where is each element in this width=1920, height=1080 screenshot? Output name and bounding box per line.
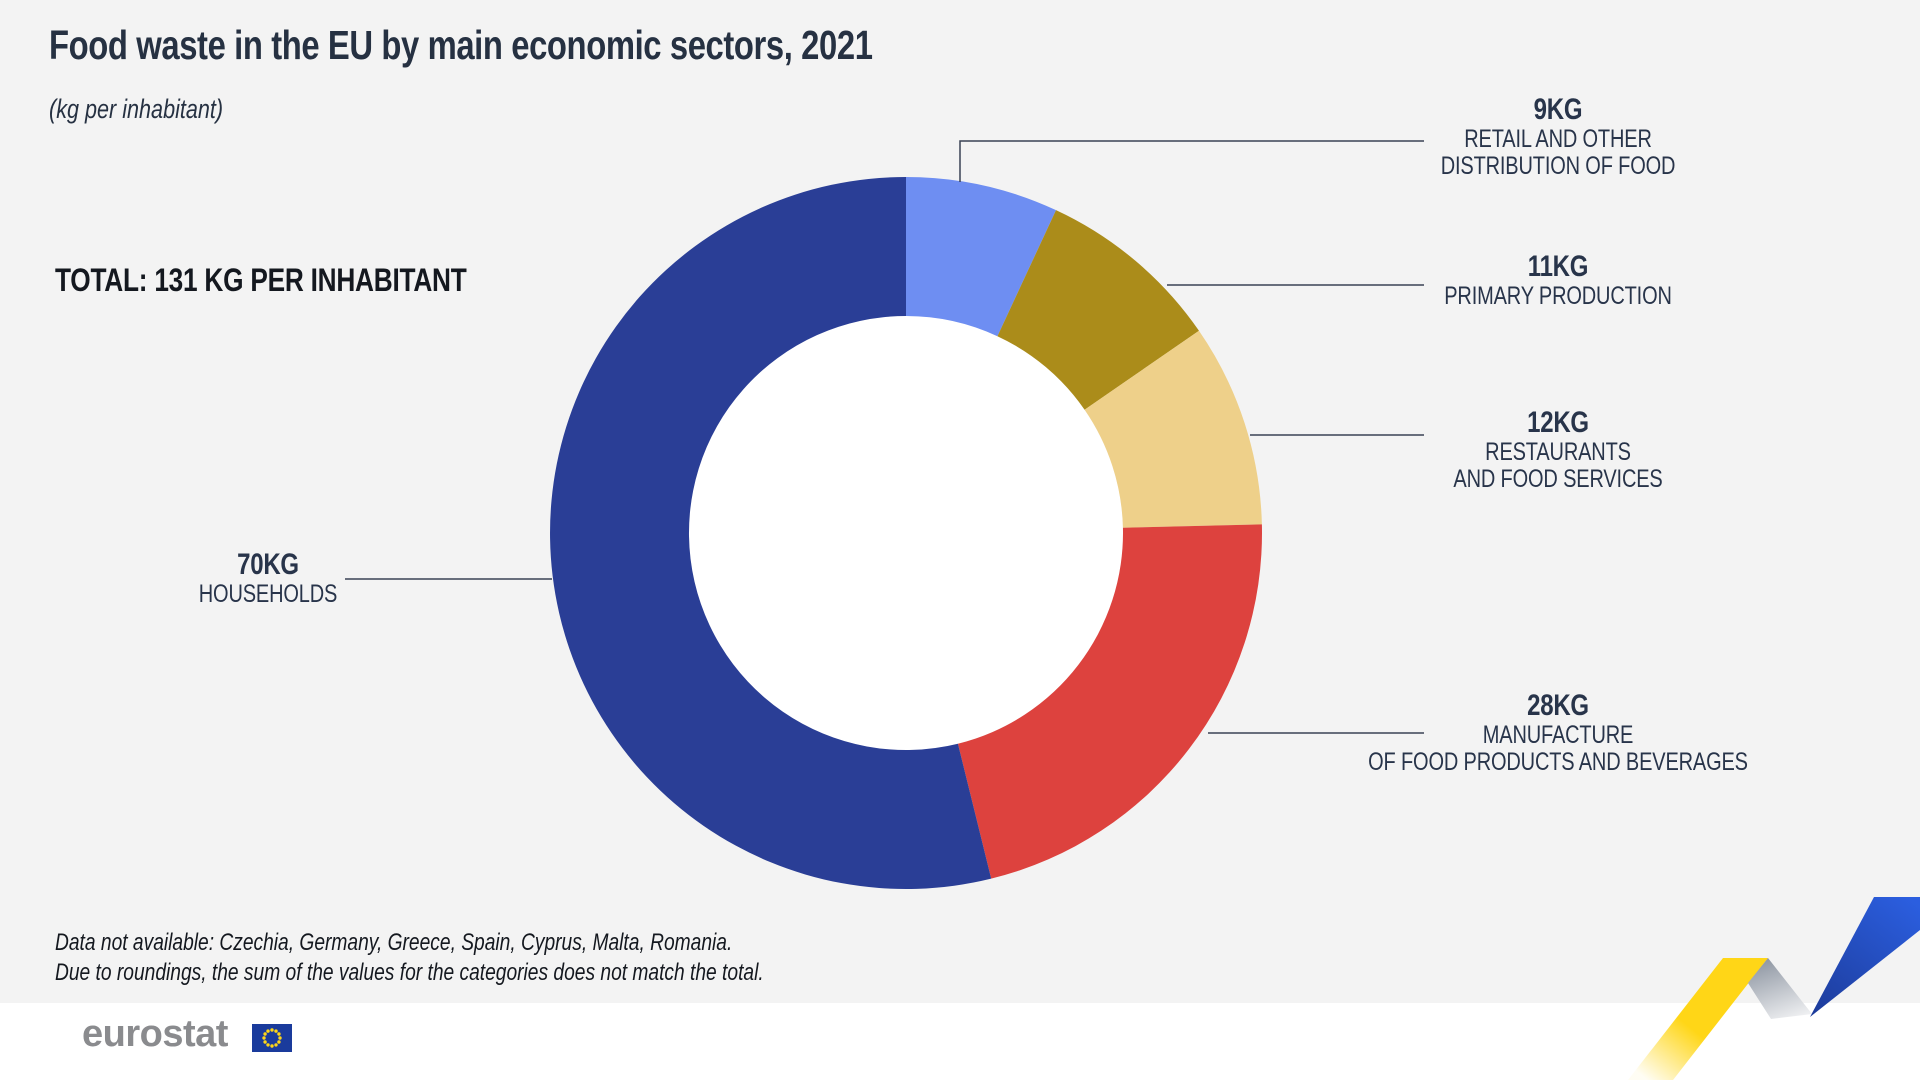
segment-label-restaurants: 12KG RESTAURANTS AND FOOD SERVICES (1366, 406, 1750, 493)
segment-value: 11KG (1527, 250, 1589, 283)
segment-name-line: DISTRIBUTION OF FOOD (1440, 152, 1676, 180)
page-title: Food waste in the EU by main economic se… (49, 22, 873, 68)
eu-flag-field (252, 1024, 292, 1052)
donut-segment-primary-production (997, 210, 1199, 410)
segment-value: 12KG (1527, 406, 1589, 439)
donut-segment-retail-and-other-distribution-of-food (906, 177, 1057, 337)
segment-name-line: HOUSEHOLDS (198, 580, 338, 608)
footnotes: Data not available: Czechia, Germany, Gr… (55, 928, 764, 988)
segment-label-retail: 9KG RETAIL AND OTHER DISTRIBUTION OF FOO… (1366, 93, 1750, 180)
segment-value: 28KG (1527, 689, 1589, 722)
segment-value: 9KG (1533, 93, 1583, 126)
eu-flag-stars (262, 1028, 282, 1048)
segment-name-line: RETAIL AND OTHER (1464, 125, 1652, 153)
donut-segment-restaurants-and-food-services (1084, 330, 1262, 528)
eu-flag-star (263, 1040, 267, 1044)
segment-name-line: MANUFACTURE (1482, 721, 1634, 749)
segment-value: 70KG (237, 548, 299, 581)
eu-flag-star (266, 1029, 270, 1033)
total-label: TOTAL: 131 KG PER INHABITANT (55, 262, 467, 298)
eu-flag-star (277, 1040, 281, 1044)
footnote-line: Data not available: Czechia, Germany, Gr… (55, 929, 733, 956)
segment-name-line: OF FOOD PRODUCTS AND BEVERAGES (1368, 748, 1748, 776)
eu-flag-star (274, 1043, 278, 1047)
footer-bar (0, 1003, 1920, 1080)
eu-flag-star (277, 1032, 281, 1036)
eu-flag-star (263, 1032, 267, 1036)
segment-name-line: PRIMARY PRODUCTION (1444, 282, 1672, 310)
eu-flag-star (274, 1029, 278, 1033)
eurostat-logo: eurostat (82, 1013, 228, 1055)
eu-flag-star (266, 1043, 270, 1047)
page-subtitle: (kg per inhabitant) (49, 94, 224, 124)
segment-name-line: AND FOOD SERVICES (1453, 465, 1663, 493)
leader-lines (345, 140, 1424, 734)
segment-label-manufacture: 28KG MANUFACTURE OF FOOD PRODUCTS AND BE… (1318, 689, 1798, 776)
donut-segment-manufacture-of-food-products-and-beverages (957, 524, 1263, 879)
eu-flag-star (270, 1028, 274, 1032)
footnote-line: Due to roundings, the sum of the values … (55, 959, 764, 986)
eu-flag-icon (252, 1024, 292, 1052)
leader-line-retail (959, 140, 1424, 182)
eu-flag-star (270, 1044, 274, 1048)
segment-label-households: 70KG HOUSEHOLDS (108, 548, 428, 608)
donut-segment-households (550, 177, 992, 889)
donut-hole (689, 316, 1123, 750)
segment-label-primary-production: 11KG PRIMARY PRODUCTION (1366, 250, 1750, 310)
eu-flag-star (262, 1036, 266, 1040)
eu-flag-star (278, 1036, 282, 1040)
segment-name-line: RESTAURANTS (1485, 438, 1631, 466)
